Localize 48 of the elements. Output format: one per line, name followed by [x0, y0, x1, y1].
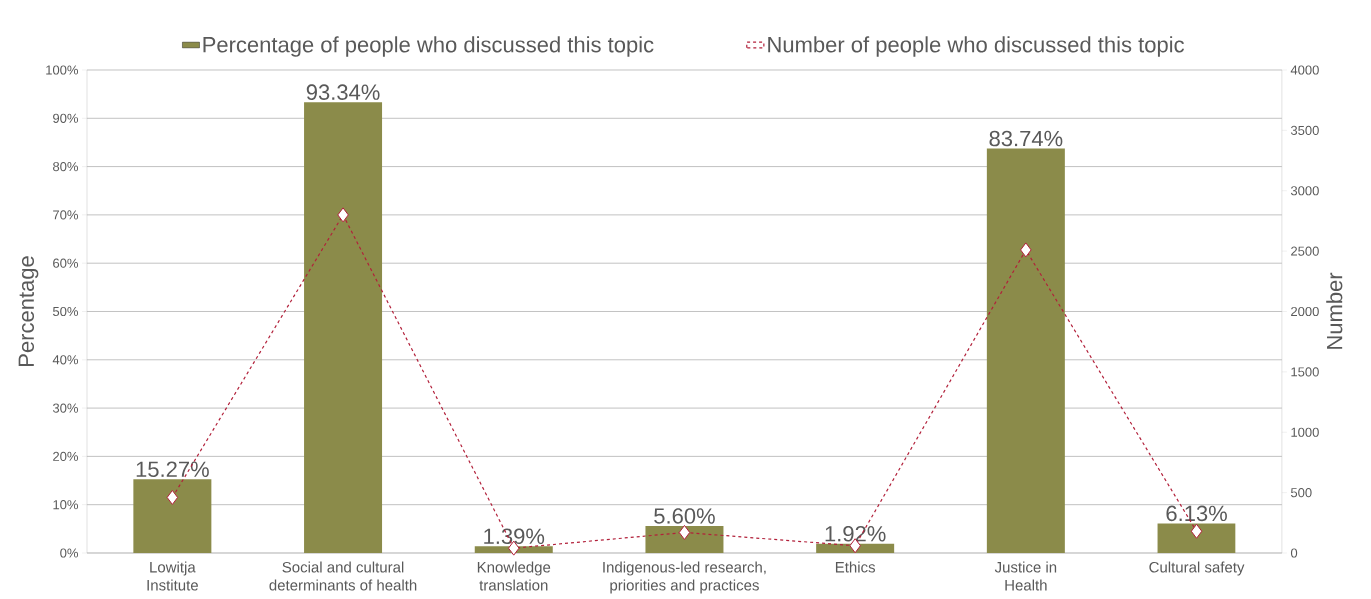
- y-tick-label: 80%: [53, 161, 79, 172]
- point: [337, 207, 349, 223]
- legend-label: Percentage of people who discussed this topic: [203, 36, 654, 57]
- x-tick-label: Knowledge translation: [477, 561, 551, 591]
- bar: [133, 479, 212, 553]
- y-tick-label: 0%: [60, 548, 79, 558]
- data-label: 1.39%: [484, 528, 545, 545]
- y-tick-label: 90%: [53, 113, 79, 123]
- y2-axis-title: Number: [1326, 272, 1343, 349]
- y-tick-label: 100%: [46, 65, 79, 75]
- bar: [645, 525, 724, 553]
- x-tick-label: Ethics: [835, 561, 876, 573]
- data-label: 83.74%: [989, 130, 1063, 147]
- point: [1020, 242, 1032, 258]
- point: [678, 524, 691, 540]
- y-tick-label: 50%: [52, 306, 79, 317]
- y2-tick-label: 1000: [1291, 427, 1319, 437]
- point: [1190, 523, 1203, 539]
- y2-tick-label: 500: [1290, 488, 1312, 498]
- x-tick-label: Social and cultural determinants of health: [269, 561, 417, 591]
- data-label: 5.60%: [654, 508, 715, 524]
- data-label: 93.34%: [306, 84, 380, 100]
- y2-tick-label: 3500: [1290, 125, 1319, 135]
- bar: [1157, 523, 1236, 553]
- y-tick-label: 30%: [52, 403, 79, 413]
- y2-tick-label: 3000: [1290, 186, 1319, 196]
- y2-tick-label: 2000: [1291, 306, 1319, 317]
- y2-tick-label: 1500: [1291, 367, 1319, 377]
- y-tick-label: 20%: [53, 451, 79, 461]
- y2-tick-label: 0: [1290, 548, 1298, 558]
- bar: [986, 148, 1065, 553]
- y-axis-title: Percentage: [18, 256, 39, 366]
- y-tick-label: 60%: [53, 258, 79, 268]
- y2-tick-label: 4000: [1290, 65, 1319, 75]
- x-tick-label: Indigenous-led research, priorities and practices: [603, 561, 766, 594]
- x-tick-label: Lowitja Institute: [147, 561, 198, 591]
- data-label: 6.13%: [1166, 505, 1227, 522]
- x-tick-label: Cultural safety: [1149, 561, 1245, 576]
- bar: [304, 102, 383, 553]
- data-label: 15.27%: [136, 461, 209, 478]
- legend-label: Number of people who discussed this topic: [768, 36, 1185, 57]
- data-label: 1.92%: [825, 525, 886, 542]
- point: [166, 489, 179, 505]
- y-tick-label: 40%: [52, 355, 79, 365]
- x-tick-label: Justice in Health: [994, 561, 1057, 591]
- y-tick-label: 70%: [53, 210, 79, 220]
- y-tick-label: 10%: [53, 500, 79, 510]
- y2-tick-label: 2500: [1291, 246, 1319, 256]
